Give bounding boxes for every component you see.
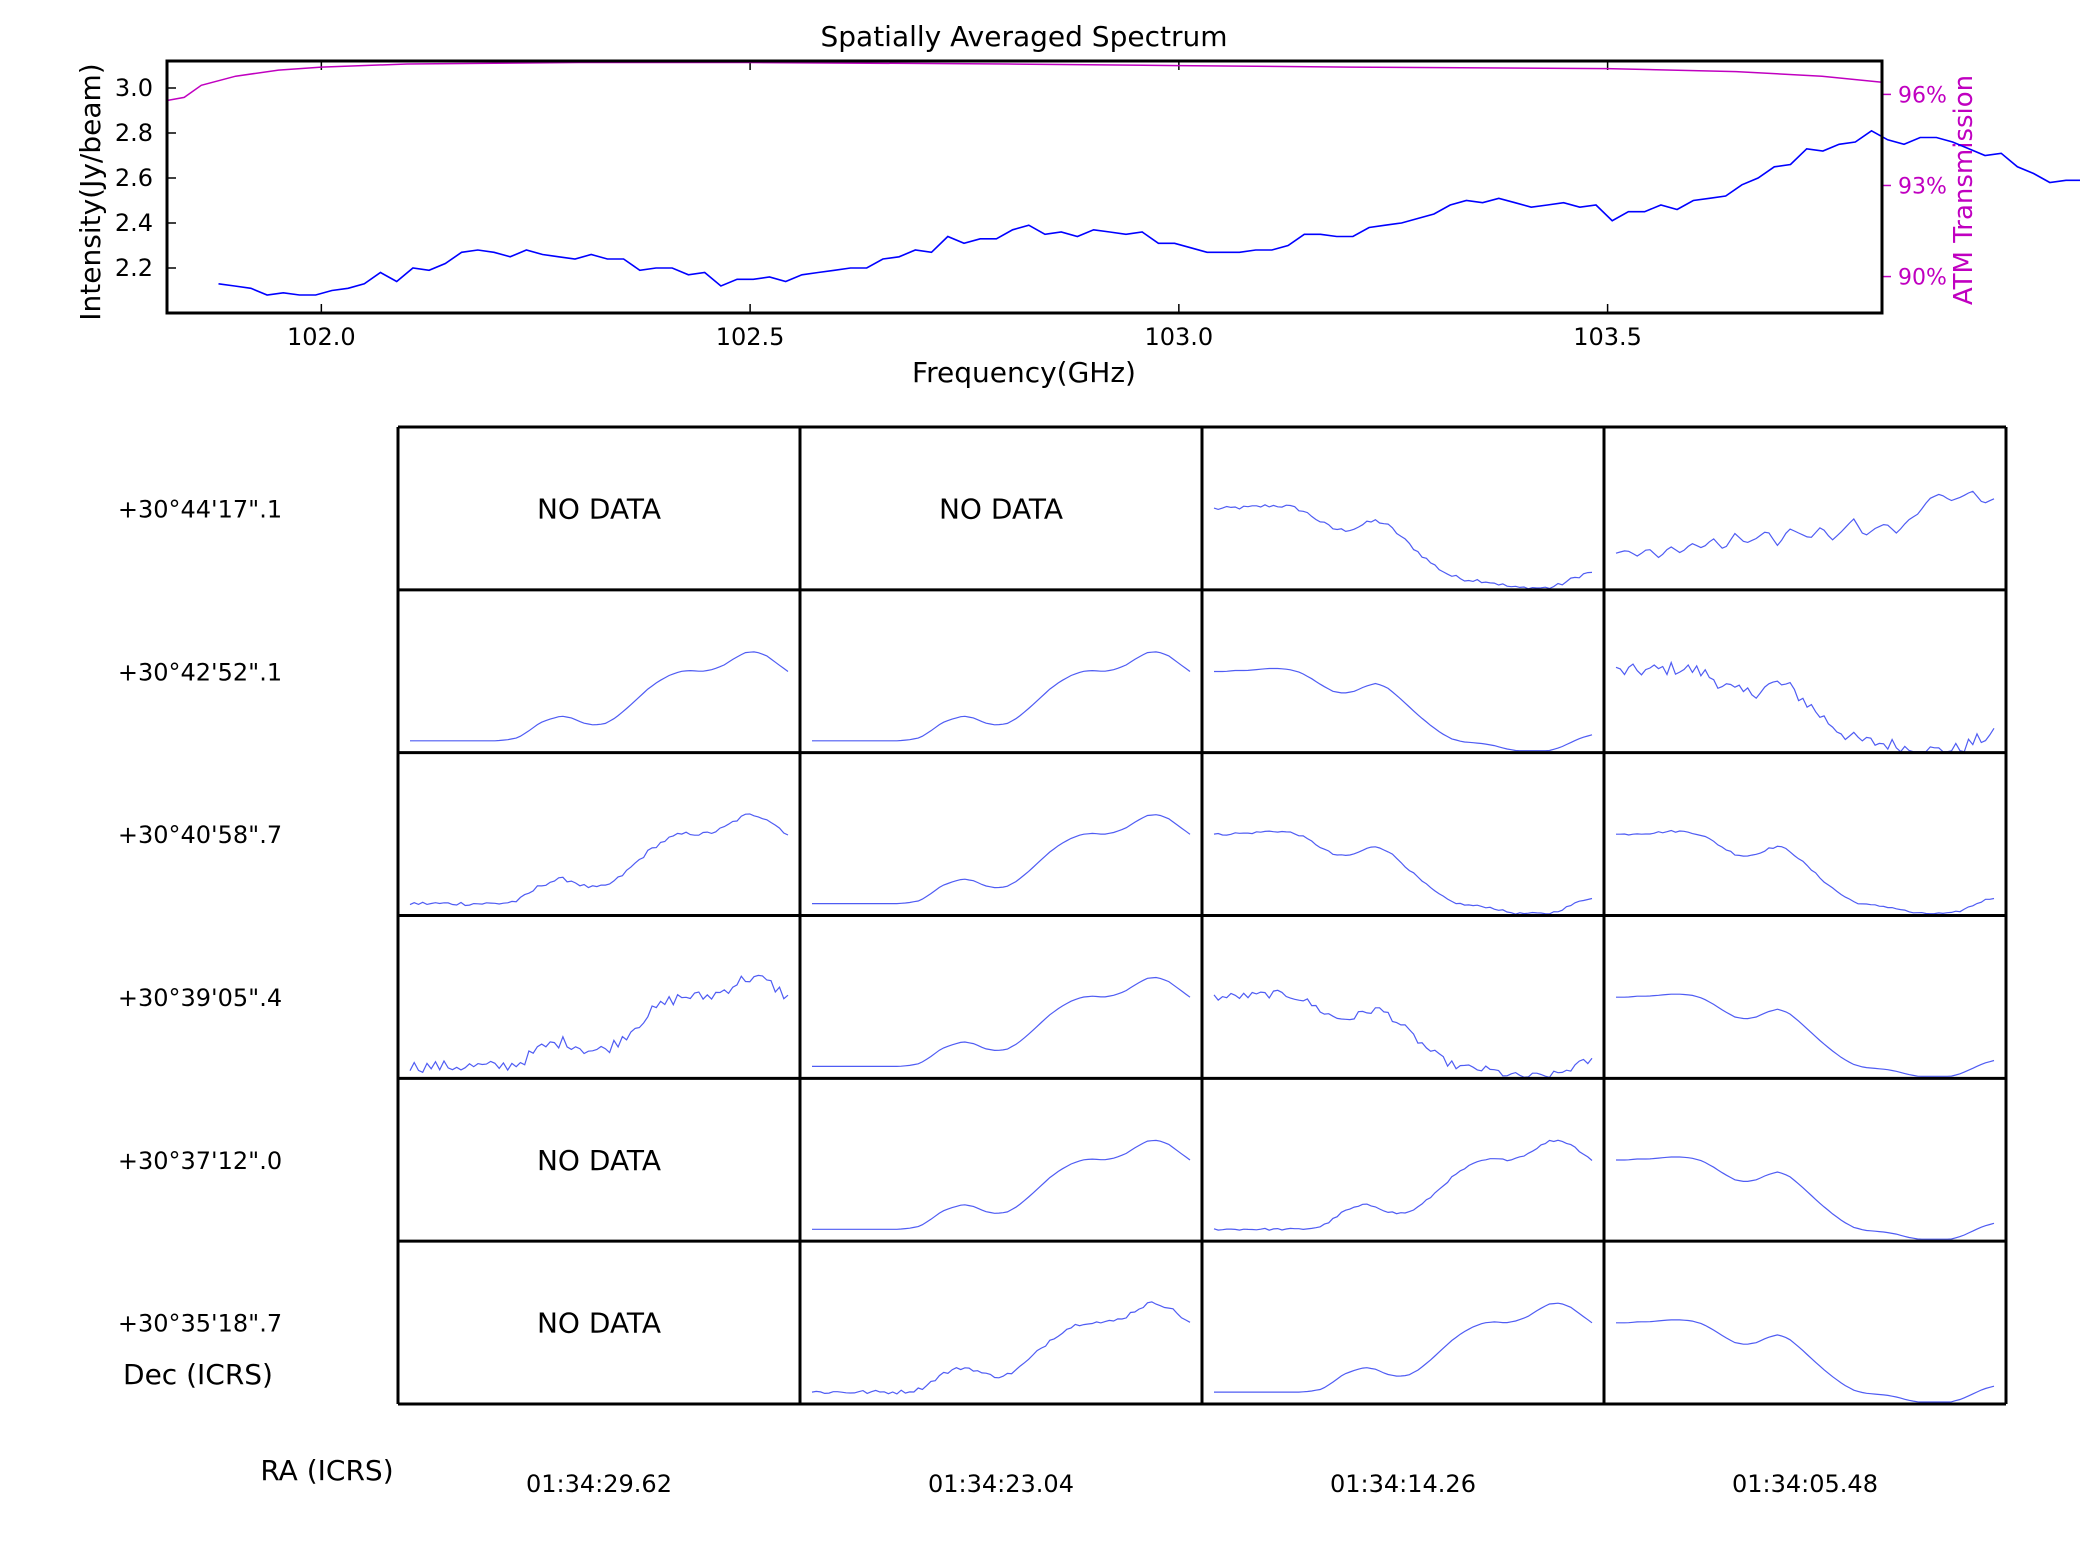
- y-tick-label: 2.8: [115, 119, 153, 147]
- cell-spectrum-line: [409, 813, 789, 907]
- ra-tick-labels: 01:34:29.62 01:34:23.04 01:34:14.26 01:34:0…: [526, 1470, 1878, 1498]
- cell-spectrum-line: [812, 976, 1191, 1068]
- cell-spectrum-line: [1214, 667, 1593, 752]
- y-axis-label: Intensity(Jy/beam): [74, 63, 107, 320]
- dec-tick-labels: +30°44'17".1 +30°42'52".1 +30°40'58".7 +30°…: [118, 495, 282, 1337]
- y-tick-label: 3.0: [115, 74, 153, 102]
- y-tick-label: 2.6: [115, 164, 153, 192]
- cell-spectrum-line: [1615, 490, 1995, 559]
- ra-tick-label: 01:34:14.26: [1330, 1470, 1476, 1498]
- dec-axis-label: Dec (ICRS): [123, 1358, 273, 1391]
- dec-tick-label: +30°44'17".1: [118, 495, 282, 523]
- cell-spectrum-line: [409, 974, 789, 1074]
- dec-tick-label: +30°42'52".1: [118, 658, 282, 686]
- dec-tick-label: +30°39'05".4: [118, 984, 282, 1012]
- cell-spectrum-line: [1615, 660, 1995, 753]
- x-tick-label: 103.0: [1144, 323, 1213, 351]
- spectrum-frame: [165, 59, 1884, 315]
- cell-spectrum-line: [811, 1301, 1191, 1395]
- ra-tick-label: 01:34:05.48: [1732, 1470, 1878, 1498]
- intensity-series-line: [218, 129, 2080, 296]
- y2-tick-label: 93%: [1898, 174, 1947, 199]
- dec-tick-label: +30°40'58".7: [118, 821, 282, 849]
- cell-spectrum-line: [1616, 829, 1995, 915]
- y2-axis-label: ATM Transmission: [1949, 75, 1979, 305]
- averaged-spectrum-panel: Spatially Averaged Spectrum Frequency(GH…: [74, 20, 2080, 389]
- spectral-grid-panel: NO DATA NO DATA NO DATA NO DATA +30°44'17".…: [118, 425, 2008, 1498]
- no-data-label: NO DATA: [537, 1307, 661, 1340]
- cell-spectrum-line: [812, 814, 1191, 905]
- cell-spectrum-line: [1214, 1302, 1593, 1393]
- no-data-label: NO DATA: [939, 492, 1063, 525]
- y2-tick-label: 90%: [1898, 266, 1947, 291]
- cell-spectrum-line: [410, 651, 789, 742]
- dec-tick-label: +30°35'18".7: [118, 1310, 282, 1338]
- dec-tick-label: +30°37'12".0: [118, 1147, 282, 1175]
- x-axis-label: Frequency(GHz): [912, 356, 1136, 389]
- ra-tick-label: 01:34:29.62: [526, 1470, 672, 1498]
- x-tick-label: 102.0: [287, 323, 356, 351]
- cell-spectrum-line: [1616, 1319, 1995, 1403]
- cell-spectrum-line: [1213, 1139, 1593, 1231]
- no-data-label: NO DATA: [537, 492, 661, 525]
- cell-spectrum-line: [1213, 504, 1593, 590]
- cell-spectrum-line: [1213, 989, 1593, 1078]
- spectral-grid-cells: NO DATA NO DATA NO DATA NO DATA: [396, 425, 2008, 1406]
- y-tick-label: 2.2: [115, 254, 153, 282]
- y-tick-label: 2.4: [115, 209, 153, 237]
- cell-spectrum-line: [812, 1139, 1191, 1230]
- ra-tick-label: 01:34:23.04: [928, 1470, 1074, 1498]
- cell-spectrum-line: [1616, 1156, 1995, 1240]
- cell-spectrum-line: [812, 651, 1191, 742]
- x-tick-label: 102.5: [716, 323, 785, 351]
- cell-spectrum-line: [1213, 830, 1593, 915]
- y2-tick-label: 96%: [1898, 83, 1947, 108]
- spectrum-title: Spatially Averaged Spectrum: [821, 20, 1228, 53]
- spectrum-plot-area: 102.0 102.5 103.0 103.5 2.2 2.4 2.6 2.8 3.0 90% 93…: [115, 61, 2080, 351]
- no-data-label: NO DATA: [537, 1144, 661, 1177]
- transmission-series-line: [166, 61, 1883, 102]
- cell-spectrum-line: [1616, 993, 1995, 1077]
- ra-axis-label: RA (ICRS): [260, 1454, 393, 1487]
- x-tick-label: 103.5: [1573, 323, 1642, 351]
